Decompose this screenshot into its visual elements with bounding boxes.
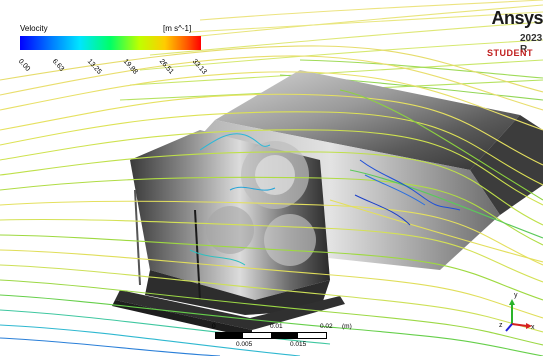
axis-label-x: x <box>531 324 535 331</box>
scale-label: 0.015 <box>290 341 307 348</box>
ansys-logo: Ansys <box>491 8 543 28</box>
streamlines-wake <box>189 133 461 266</box>
scale-label: 0.02 <box>320 323 333 330</box>
scale-label: 0.005 <box>236 341 253 348</box>
scale-unit: (m) <box>342 323 352 330</box>
legend-title: Velocity <box>20 24 48 33</box>
scale-bar-ruler <box>215 332 327 339</box>
axis-label-y: y <box>514 292 518 299</box>
axis-label-z: z <box>499 322 503 329</box>
logo-student-edition: STUDENT <box>487 48 533 58</box>
legend-unit: [m s^-1] <box>163 24 192 33</box>
logo-year: 2023 R <box>520 33 543 55</box>
vehicle-body <box>112 70 543 338</box>
scale-label: 0.01 <box>270 323 283 330</box>
scale-label: 0 <box>212 323 216 330</box>
axis-triad: y z x <box>497 292 537 334</box>
streamlines-front <box>0 45 543 356</box>
axis-triad-icon <box>505 299 532 332</box>
colormap-bar <box>20 36 201 50</box>
